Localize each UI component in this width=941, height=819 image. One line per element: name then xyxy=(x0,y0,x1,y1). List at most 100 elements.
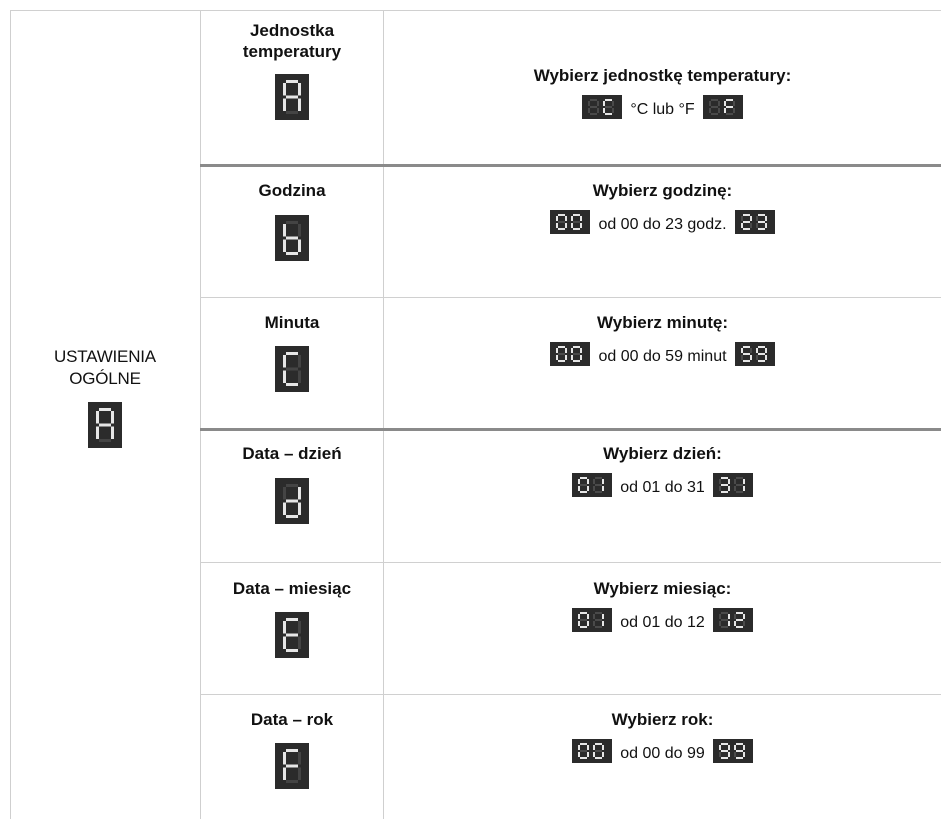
display-segment xyxy=(605,106,613,108)
display-segment xyxy=(602,486,605,491)
display-segment xyxy=(558,360,566,362)
display-segment xyxy=(735,491,743,493)
display-segment xyxy=(740,355,743,360)
display-segment xyxy=(720,612,728,614)
display-segment xyxy=(283,487,286,500)
display-segment xyxy=(742,353,750,355)
display-segment xyxy=(558,353,566,355)
row-title: Wybierz miesiąc: xyxy=(593,579,732,598)
display-segment xyxy=(742,479,745,484)
display-segment xyxy=(298,636,301,649)
display-segment xyxy=(580,757,588,759)
display-segment xyxy=(286,515,298,518)
display-segment xyxy=(597,101,600,106)
display-segment xyxy=(764,355,767,360)
display-segment xyxy=(286,80,298,83)
display-segment xyxy=(720,757,728,759)
display-segment xyxy=(742,752,745,757)
display-segment xyxy=(718,614,721,619)
display-segment xyxy=(580,348,583,353)
range-text: od 00 do 23 godz. xyxy=(598,216,727,233)
display-segment xyxy=(565,355,568,360)
display-segment xyxy=(733,752,736,757)
display-segment xyxy=(710,106,718,108)
range-text: od 01 do 31 xyxy=(620,479,705,496)
row-display xyxy=(275,74,309,120)
display-segment xyxy=(283,502,286,515)
range-start-display xyxy=(572,473,613,497)
display-segment xyxy=(580,750,588,752)
seven-segment-glyph xyxy=(718,743,745,759)
display-segment xyxy=(710,99,718,101)
seven-segment-glyph xyxy=(718,477,745,493)
display-segment xyxy=(298,487,301,500)
display-segment xyxy=(283,370,286,383)
display-segment xyxy=(286,749,298,752)
display-segment xyxy=(578,614,581,619)
display-segment xyxy=(732,108,735,113)
display-segment xyxy=(757,360,765,362)
display-segment xyxy=(732,101,735,106)
display-segment xyxy=(565,216,568,221)
display-segment xyxy=(595,619,603,621)
display-segment xyxy=(286,252,298,255)
seven-segment-glyph xyxy=(283,352,301,386)
row-divider xyxy=(200,297,941,298)
display-segment xyxy=(580,355,583,360)
display-segment xyxy=(740,223,743,228)
display-segment xyxy=(587,614,590,619)
display-segment xyxy=(755,348,758,353)
display-segment xyxy=(578,752,581,757)
display-segment xyxy=(735,484,743,486)
display-segment xyxy=(735,477,743,479)
display-segment xyxy=(286,383,298,386)
row-divider xyxy=(200,694,941,695)
table-border-left xyxy=(10,10,11,819)
seven-segment-glyph xyxy=(578,477,605,493)
display-segment xyxy=(605,99,613,101)
display-segment xyxy=(580,491,588,493)
display-segment xyxy=(593,745,596,750)
range-text: od 00 do 59 minut xyxy=(598,348,727,365)
display-segment xyxy=(764,216,767,221)
display-segment xyxy=(755,223,758,228)
display-segment xyxy=(286,111,298,114)
row-name-line1: Godzina xyxy=(258,181,326,200)
display-segment xyxy=(735,757,743,759)
display-segment xyxy=(742,346,750,348)
display-segment xyxy=(571,348,574,353)
display-segment xyxy=(595,477,603,479)
display-segment xyxy=(565,348,568,353)
row-name-cell: Minuta xyxy=(201,312,383,392)
display-segment xyxy=(735,743,743,745)
display-segment xyxy=(286,484,298,487)
display-segment xyxy=(717,108,720,113)
display-segment xyxy=(727,479,730,484)
display-segment xyxy=(717,101,720,106)
display-segment xyxy=(742,745,745,750)
row-display xyxy=(275,346,309,392)
display-segment xyxy=(720,619,728,621)
display-segment xyxy=(755,355,758,360)
display-segment xyxy=(565,223,568,228)
category-label-line2: OGÓLNE xyxy=(69,369,141,388)
display-segment xyxy=(718,479,721,484)
display-segment xyxy=(595,484,603,486)
display-segment xyxy=(742,221,750,223)
display-segment xyxy=(720,750,728,752)
display-segment xyxy=(580,743,588,745)
display-segment xyxy=(749,223,752,228)
display-segment xyxy=(733,479,736,484)
display-segment xyxy=(749,355,752,360)
display-segment xyxy=(733,621,736,626)
display-segment xyxy=(286,236,298,240)
display-segment xyxy=(725,113,733,115)
display-segment xyxy=(298,752,301,765)
seven-segment-glyph xyxy=(578,743,605,759)
display-segment xyxy=(556,223,559,228)
table-divider-name xyxy=(383,10,384,819)
display-segment xyxy=(720,743,728,745)
display-segment xyxy=(595,491,603,493)
display-segment xyxy=(286,633,298,637)
display-segment xyxy=(720,484,728,486)
